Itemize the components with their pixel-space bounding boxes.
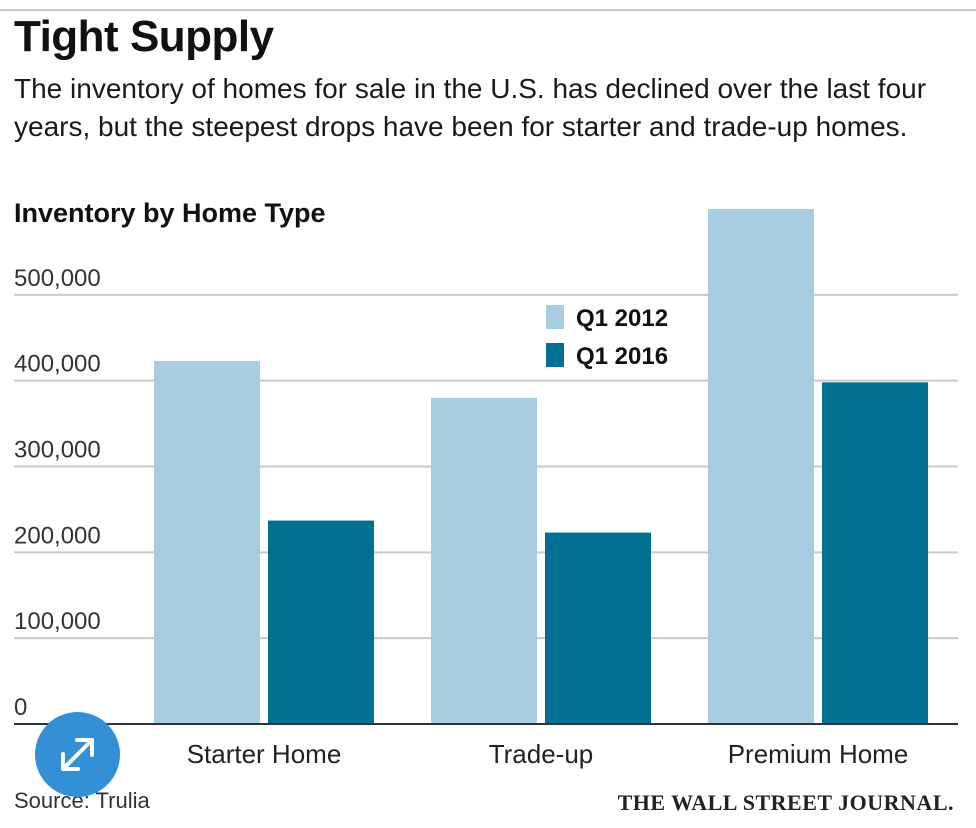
legend-label: Q1 2016 xyxy=(576,343,668,370)
bars xyxy=(154,209,928,724)
y-tick-label: 100,000 xyxy=(14,608,101,635)
legend: Q1 2012 Q1 2016 xyxy=(546,305,668,370)
bar-q1-2016 xyxy=(268,520,374,724)
y-tick-label: 300,000 xyxy=(14,437,101,464)
bar-q1-2016 xyxy=(822,382,928,724)
page-subtitle: The inventory of homes for sale in the U… xyxy=(14,73,927,142)
bar-q1-2012 xyxy=(708,209,814,724)
bar-q1-2012 xyxy=(431,397,537,724)
expand-button[interactable] xyxy=(35,712,120,797)
top-rule xyxy=(0,9,976,11)
axes: 0 100,000 200,000 300,000 400,000 500,000 Star… xyxy=(14,265,958,769)
y-tick-label: 0 xyxy=(14,694,27,721)
bar-q1-2012 xyxy=(154,360,260,724)
x-tick-label: Premium Home xyxy=(728,739,909,769)
bar-q1-2016 xyxy=(545,532,651,724)
x-tick-label: Trade-up xyxy=(489,739,594,769)
y-tick-label: 400,000 xyxy=(14,351,101,378)
x-tick-label: Starter Home xyxy=(187,739,342,769)
page-title: Tight Supply xyxy=(14,12,274,61)
y-tick-label: 200,000 xyxy=(14,522,101,549)
y-tick-label: 500,000 xyxy=(14,265,101,292)
chart-title: Inventory by Home Type xyxy=(14,198,326,228)
legend-swatch xyxy=(546,343,564,367)
legend-swatch xyxy=(546,305,564,329)
expand-arrows-icon xyxy=(61,738,94,771)
legend-label: Q1 2012 xyxy=(576,305,668,332)
publisher-name: THE WALL STREET JOURNAL. xyxy=(617,790,954,815)
